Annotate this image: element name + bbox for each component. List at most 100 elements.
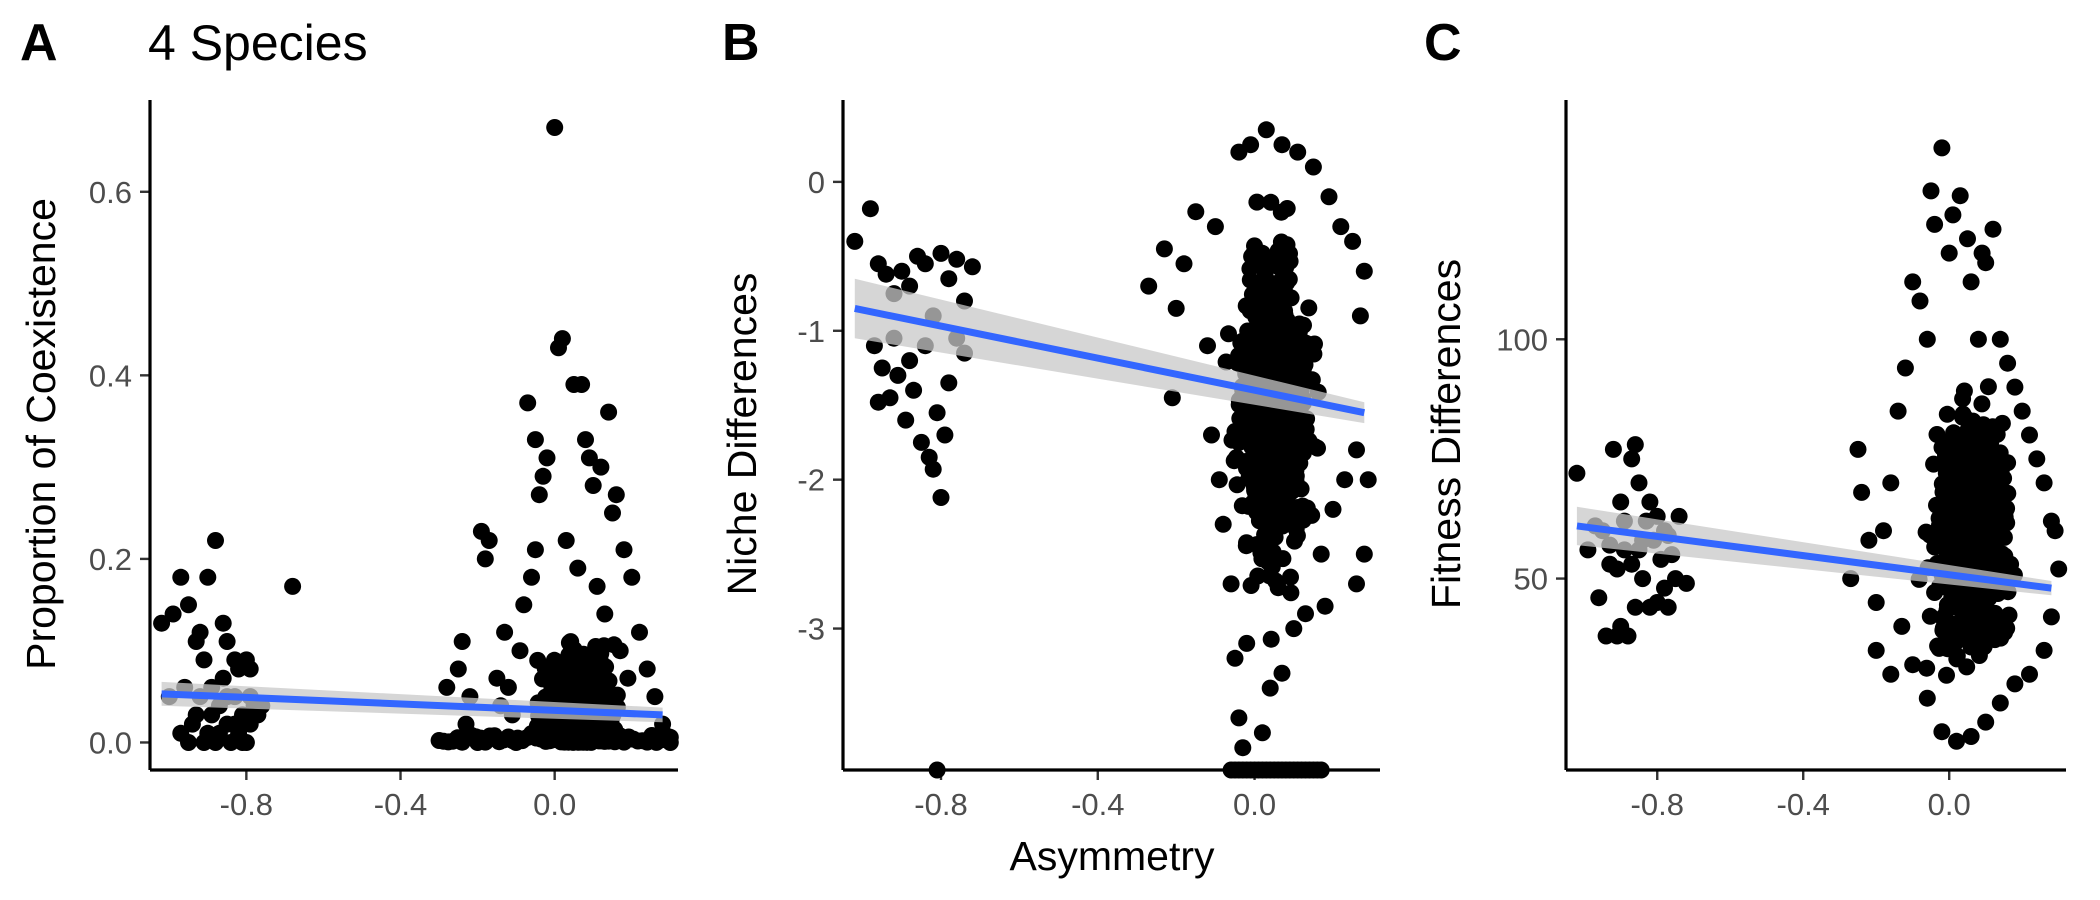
data-point	[1163, 389, 1181, 407]
data-point	[1246, 455, 1264, 473]
data-point	[546, 119, 564, 136]
data-point	[1954, 408, 1972, 426]
data-point	[1265, 275, 1283, 293]
data-point	[153, 614, 171, 632]
data-point	[901, 352, 919, 370]
data-point	[557, 532, 575, 549]
data-point	[1999, 354, 2017, 372]
x-tick-label: 0.0	[1233, 787, 1276, 822]
data-point	[1925, 455, 1943, 473]
data-point	[1974, 516, 1992, 534]
data-point	[191, 623, 209, 641]
data-point	[901, 277, 919, 295]
data-point	[2050, 560, 2068, 578]
data-point	[932, 244, 950, 262]
data-point	[1996, 623, 2014, 641]
data-point	[940, 270, 958, 288]
data-point	[584, 477, 602, 494]
data-point	[2006, 675, 2024, 693]
data-point	[569, 559, 587, 577]
ticks-layer: -0.8 -0.4 0.0 50 100	[1496, 322, 1971, 822]
data-point	[1652, 550, 1670, 568]
data-point	[1964, 536, 1982, 554]
data-point	[214, 614, 232, 632]
data-point	[207, 532, 224, 549]
data-point	[526, 541, 544, 559]
data-point	[1942, 470, 1959, 488]
data-point	[449, 660, 467, 678]
data-point	[619, 669, 637, 687]
data-point	[1297, 334, 1315, 352]
data-point	[1933, 139, 1951, 157]
data-point	[1281, 245, 1298, 262]
data-point	[1626, 598, 1644, 616]
data-point	[1233, 497, 1251, 515]
data-point	[552, 685, 570, 703]
data-point	[1996, 503, 2014, 521]
data-point	[1982, 531, 2000, 549]
data-point	[1226, 423, 1244, 440]
panel-label: C	[1424, 14, 1462, 72]
points-layer	[846, 121, 1377, 779]
data-point	[1889, 402, 1907, 420]
data-point	[538, 449, 556, 467]
data-point	[940, 374, 958, 392]
data-point	[1220, 325, 1237, 343]
x-tick-label: -0.8	[220, 787, 273, 822]
data-point	[615, 541, 633, 559]
data-point	[1217, 353, 1235, 371]
data-point	[1930, 639, 1948, 657]
data-point	[592, 458, 610, 476]
data-point	[1623, 555, 1641, 573]
data-point	[2013, 402, 2031, 420]
data-point	[2042, 608, 2060, 626]
data-point	[496, 623, 514, 641]
ticks-layer: -0.8 -0.4 0.0 0 -1 -2 -3	[797, 165, 1276, 822]
data-point	[1295, 413, 1312, 431]
regression-line	[1576, 522, 2052, 592]
data-point	[1249, 567, 1267, 585]
data-point	[963, 258, 981, 276]
data-point	[596, 605, 614, 623]
data-point	[1959, 230, 1976, 248]
data-point	[526, 431, 544, 449]
data-point	[1261, 679, 1279, 697]
data-point	[889, 366, 907, 384]
fit-layer	[854, 278, 1366, 424]
x-tick-label: 0.0	[533, 787, 576, 822]
data-point	[199, 568, 217, 586]
y-axis-title: Proportion of Coexistence	[18, 198, 64, 670]
data-point	[1344, 232, 1362, 250]
data-point	[226, 715, 244, 733]
data-point	[1264, 250, 1281, 268]
data-point	[1604, 440, 1622, 458]
data-point	[1351, 307, 1369, 325]
data-point	[905, 381, 923, 399]
data-point	[1274, 410, 1292, 428]
data-point	[476, 550, 494, 568]
data-point	[1949, 537, 1967, 555]
data-point	[1187, 203, 1205, 221]
x-tick-label: -0.8	[1631, 787, 1684, 822]
data-point	[1155, 240, 1173, 258]
data-point	[1257, 121, 1275, 139]
data-point	[1324, 500, 1342, 518]
y-tick-label: 0.4	[89, 358, 132, 393]
data-point	[605, 636, 623, 654]
data-point	[1623, 450, 1641, 468]
data-point	[523, 568, 540, 586]
data-point	[1237, 297, 1255, 315]
data-point	[1355, 545, 1373, 563]
data-point	[916, 255, 934, 273]
data-point	[2028, 450, 2046, 468]
data-point	[1938, 486, 1956, 504]
data-point	[553, 330, 571, 348]
data-point	[1590, 589, 1608, 607]
panel-b: B Niche Differences Asymmetry -0.8 -0.4 0.…	[719, 14, 1380, 879]
data-point	[1608, 560, 1626, 578]
data-point	[1246, 422, 1264, 440]
data-point	[1312, 545, 1330, 563]
data-point	[587, 638, 605, 655]
data-point	[1982, 629, 2000, 647]
